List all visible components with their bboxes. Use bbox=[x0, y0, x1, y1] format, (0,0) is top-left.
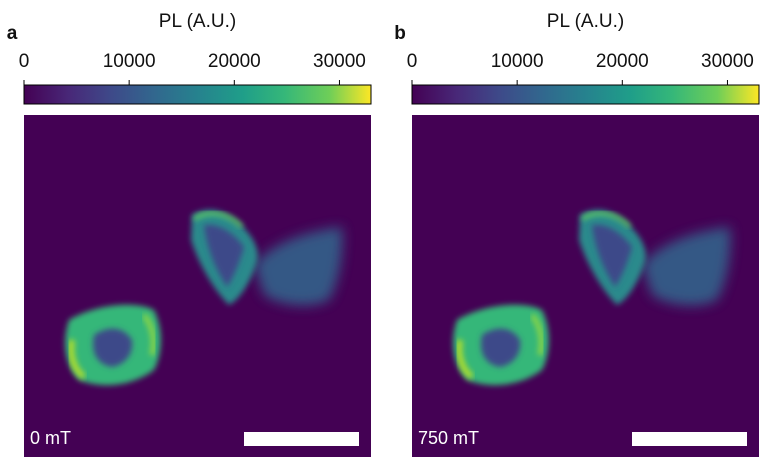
panel: a PL (A.U.) 0 10000 20000 30000 0 mT bbox=[7, 11, 371, 457]
panel-label: b bbox=[394, 23, 406, 44]
pl-map bbox=[24, 115, 371, 457]
colorbar-label: PL (A.U.) bbox=[547, 11, 624, 32]
colorbar-label: PL (A.U.) bbox=[159, 11, 236, 32]
pl-map bbox=[412, 115, 759, 457]
scale-bar bbox=[632, 432, 747, 446]
colorbar-tick-label: 0 bbox=[19, 51, 30, 72]
colorbar-tick-label: 20000 bbox=[208, 51, 261, 72]
colorbar-tick-label: 30000 bbox=[701, 51, 754, 72]
panel: b PL (A.U.) 0 10000 20000 30000 750 mT bbox=[394, 11, 759, 457]
colorbar-tick-label: 20000 bbox=[596, 51, 649, 72]
pl-image bbox=[24, 115, 371, 457]
field-annotation: 750 mT bbox=[418, 428, 479, 448]
colorbar-tick-label: 0 bbox=[407, 51, 418, 72]
colorbar-tick-label: 10000 bbox=[491, 51, 544, 72]
colorbar bbox=[24, 85, 371, 104]
colorbar-tick-label: 30000 bbox=[313, 51, 366, 72]
colorbar-tick-label: 10000 bbox=[103, 51, 156, 72]
scale-bar bbox=[244, 432, 359, 446]
colorbar bbox=[412, 85, 759, 104]
figure: a PL (A.U.) 0 10000 20000 30000 0 mT b PL (A.U.)… bbox=[0, 0, 764, 457]
pl-image bbox=[412, 115, 759, 457]
panel-label: a bbox=[7, 23, 18, 44]
field-annotation: 0 mT bbox=[30, 428, 71, 448]
